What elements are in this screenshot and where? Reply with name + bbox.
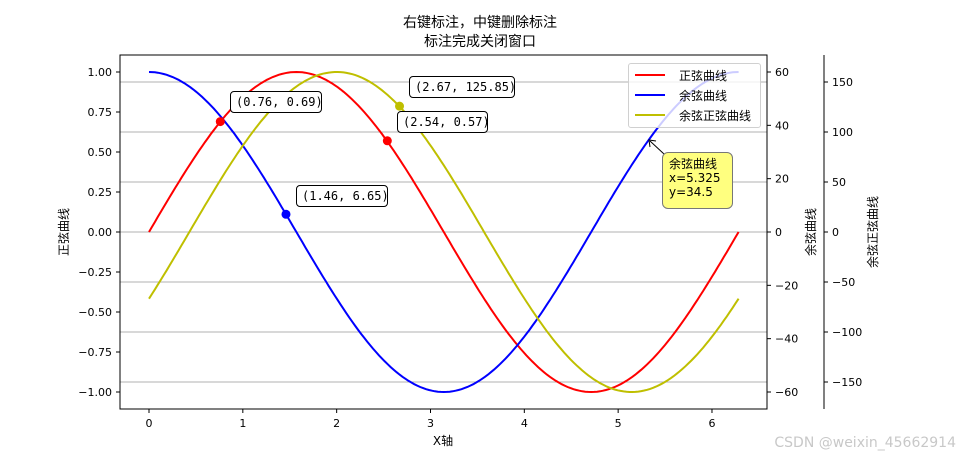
- legend-swatch-yellow-icon: [635, 114, 665, 116]
- x-tick-label: 3: [427, 417, 434, 430]
- marked-point[interactable]: [215, 117, 225, 127]
- tooltip-y: y=34.5: [669, 185, 713, 199]
- y-tick-label-right: 0: [775, 226, 782, 239]
- y-tick-label-right: 60: [775, 66, 789, 79]
- legend-swatch-red-icon: [635, 74, 665, 76]
- legend-item-sine[interactable]: 正弦曲线: [635, 65, 727, 85]
- y-tick-label-right: 40: [775, 119, 789, 132]
- y-axis-label-right2: 余弦正弦曲线: [865, 196, 880, 268]
- legend-label: 余弦曲线: [679, 88, 728, 103]
- tooltip-title: 余弦曲线: [669, 157, 718, 171]
- x-tick-label: 0: [146, 417, 153, 430]
- legend[interactable]: 正弦曲线 余弦曲线 余弦正弦曲线: [628, 63, 761, 128]
- y-axis-label-right: 余弦曲线: [803, 208, 818, 256]
- marked-point[interactable]: [395, 101, 405, 111]
- y-tick-label-left: 1.00: [88, 66, 113, 79]
- y-tick-label-left: −1.00: [78, 386, 112, 399]
- chart-title-line2: 标注完成关闭窗口: [424, 34, 536, 50]
- y-tick-label-right2: 50: [832, 176, 846, 189]
- y-tick-label-left: 0.75: [88, 106, 113, 119]
- legend-label: 正弦曲线: [679, 68, 728, 83]
- y-tick-label-right2: −150: [832, 376, 862, 389]
- point-annotation[interactable]: (2.67, 125.85): [409, 76, 516, 98]
- cosine-curve[interactable]: [148, 71, 739, 394]
- x-axis-label: X轴: [433, 433, 453, 448]
- y-tick-label-left: −0.25: [78, 266, 112, 279]
- arrow-head-icon: [648, 139, 657, 148]
- point-annotation[interactable]: (1.46, 6.65): [296, 185, 389, 207]
- y-tick-label-right2: 100: [832, 126, 853, 139]
- x-tick-label: 6: [708, 417, 715, 430]
- legend-label: 余弦正弦曲线: [679, 108, 752, 123]
- y-tick-label-right: −20: [775, 279, 798, 292]
- y-tick-label-left: −0.75: [78, 346, 112, 359]
- y-tick-label-right2: 0: [832, 226, 839, 239]
- y-tick-label-right2: −100: [832, 326, 862, 339]
- y-tick-label-left: 0.25: [88, 186, 113, 199]
- x-tick-label: 4: [521, 417, 528, 430]
- y-tick-label-right: 20: [775, 173, 789, 186]
- y-tick-label-right2: 150: [832, 76, 853, 89]
- y-tick-label-left: −0.50: [78, 306, 112, 319]
- x-tick-label: 5: [615, 417, 622, 430]
- y-tick-label-right: −40: [775, 333, 798, 346]
- annotation-arrow: [649, 140, 665, 155]
- marked-points: [215, 101, 405, 219]
- y-tick-label-right: −60: [775, 386, 798, 399]
- marked-point[interactable]: [281, 209, 291, 219]
- legend-swatch-blue-icon: [635, 94, 665, 96]
- axis-ticks: 0 1 2 3 4 5 6 1.00 0.75 0.50 0.25 0.00 −0.25 −0.50 −0.…: [78, 66, 862, 430]
- x-tick-label: 1: [239, 417, 246, 430]
- legend-item-cos-sin[interactable]: 余弦正弦曲线: [635, 105, 751, 125]
- y-tick-label-left: 0.00: [88, 226, 113, 239]
- watermark: CSDN @weixin_45662914: [774, 435, 956, 451]
- hover-tooltip: 余弦曲线 x=5.325 y=34.5: [662, 152, 733, 209]
- y-tick-label-right2: −50: [832, 276, 855, 289]
- legend-item-cosine[interactable]: 余弦曲线: [635, 85, 727, 105]
- x-tick-label: 2: [333, 417, 340, 430]
- point-annotation[interactable]: (0.76, 0.69): [230, 91, 323, 113]
- cos-sin-curve[interactable]: [148, 71, 740, 393]
- point-annotation[interactable]: (2.54, 0.57): [397, 111, 490, 133]
- y-tick-label-left: 0.50: [88, 146, 113, 159]
- y-axis-label-left: 正弦曲线: [56, 208, 71, 256]
- chart-title-line1: 右键标注，中键删除标注: [403, 15, 557, 31]
- tooltip-x: x=5.325: [669, 171, 721, 185]
- marked-point[interactable]: [382, 136, 392, 146]
